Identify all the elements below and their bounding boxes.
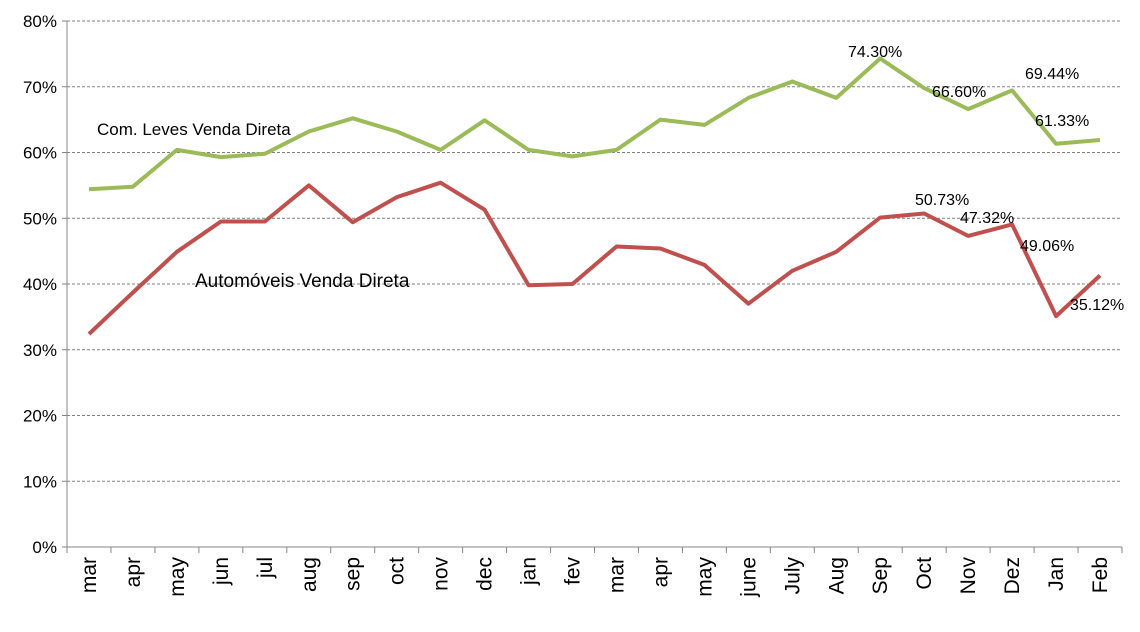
x-tick-label: oct <box>386 557 409 585</box>
x-tick-label: Sep <box>869 557 892 594</box>
x-tick-label: jan <box>518 557 541 586</box>
x-tick-label: Feb <box>1089 557 1112 593</box>
y-tick-label: 20% <box>23 407 57 426</box>
y-tick-label: 0% <box>32 538 57 557</box>
x-tick-label: may <box>693 557 716 597</box>
data-label: 69.44% <box>1025 66 1079 83</box>
x-tick-label: Dez <box>1001 557 1024 594</box>
x-tick-label: fev <box>562 557 585 586</box>
x-tick-label: june <box>737 557 760 598</box>
data-label: 66.60% <box>932 84 986 101</box>
x-tick-label: aug <box>298 557 321 592</box>
y-tick-label: 40% <box>23 275 57 294</box>
data-label: 35.12% <box>1070 297 1124 314</box>
x-tick-label: apr <box>122 557 145 587</box>
y-tick-label: 50% <box>23 209 57 228</box>
x-tick-label: sep <box>342 557 365 591</box>
x-tick-label: mar <box>78 557 101 593</box>
series-line-0 <box>88 56 1101 192</box>
x-tick-label: Oct <box>913 557 936 590</box>
data-label: 49.06% <box>1020 238 1074 255</box>
x-tick-label: Jan <box>1045 557 1068 591</box>
data-label: 74.30% <box>848 44 902 61</box>
x-tick-label: Nov <box>957 557 980 595</box>
x-tick-label: jul <box>254 557 277 579</box>
y-tick-label: 70% <box>23 78 57 97</box>
x-tick-label: jun <box>210 557 233 586</box>
x-tick-label: may <box>166 557 189 597</box>
y-tick-label: 80% <box>23 12 57 31</box>
data-label: 61.33% <box>1035 113 1089 130</box>
data-label: 50.73% <box>915 192 969 209</box>
series-label-com-leves: Com. Leves Venda Direta <box>97 120 291 139</box>
x-tick-label: July <box>781 557 804 595</box>
axes: 0%10%20%30%40%50%60%70%80%mar apr may jun ju… <box>23 12 1123 598</box>
x-tick-label: Aug <box>825 557 848 594</box>
x-tick-label: dec <box>474 557 497 591</box>
series-line-1 <box>87 180 1102 336</box>
data-label: 47.32% <box>960 210 1014 227</box>
x-tick-label: apr <box>649 557 672 587</box>
series-label-automoveis: Automóveis Venda Direta <box>195 271 410 292</box>
y-tick-label: 60% <box>23 144 57 163</box>
x-tick-label: mar <box>605 557 628 593</box>
y-tick-label: 30% <box>23 341 57 360</box>
y-tick-label: 10% <box>23 472 57 491</box>
x-tick-label: nov <box>430 557 453 591</box>
series-lines <box>87 56 1102 336</box>
labels: Com. Leves Venda Direta Automóveis Venda … <box>97 44 1124 314</box>
